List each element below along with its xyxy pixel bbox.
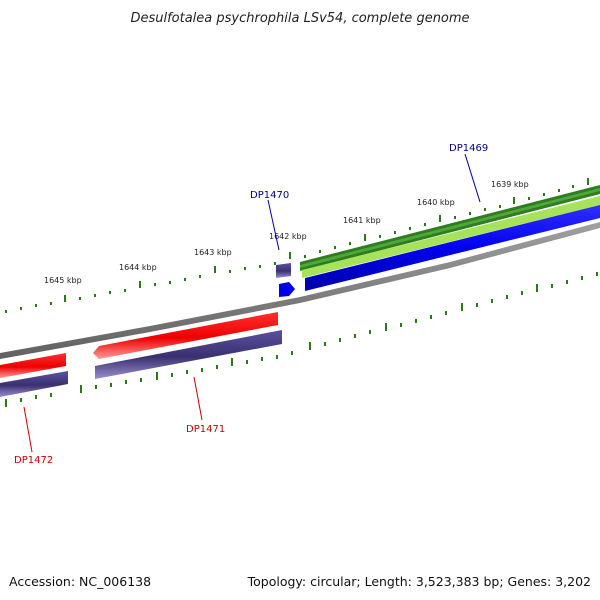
forward-feature-tracks: [276, 185, 600, 297]
gene-bar-dp1472: [0, 371, 68, 397]
label-leader-dp1469: [464, 153, 481, 203]
tick-label-1642: 1642 kbp: [269, 232, 307, 241]
tick-label-1641: 1641 kbp: [343, 216, 381, 225]
cds-forward-dp1470: [279, 282, 295, 297]
accession-text: Accession: NC_006138: [9, 574, 151, 589]
tick-label-1640: 1640 kbp: [417, 198, 455, 207]
tick-label-1639: 1639 kbp: [491, 180, 529, 189]
cds-reverse-dp1472: [0, 353, 66, 378]
cds-reverse-dp1471: [93, 312, 278, 359]
map-title: Desulfotalea psychrophila LSv54, complet…: [130, 11, 469, 26]
tick-labels: 1645 kbp 1644 kbp 1643 kbp 1642 kbp 1641…: [44, 180, 529, 285]
tick-label-1644: 1644 kbp: [119, 263, 157, 272]
label-leader-dp1470: [267, 199, 280, 251]
gene-bar-dp1470: [276, 263, 291, 278]
outer-tick-track: [5, 178, 589, 313]
gene-label-dp1471[interactable]: DP1471: [186, 424, 225, 435]
label-leader-dp1472: [23, 406, 33, 453]
gene-bar-dp1471: [95, 330, 282, 379]
feature-light-green: [302, 196, 600, 278]
genome-backbone: [0, 222, 600, 359]
tick-label-1645: 1645 kbp: [44, 276, 82, 285]
cds-forward-dp1469: [305, 205, 600, 291]
inner-tick-track: [5, 272, 598, 407]
gene-label-dp1470[interactable]: DP1470: [250, 190, 289, 201]
gene-label-dp1469[interactable]: DP1469: [449, 143, 488, 154]
label-leader-dp1471: [193, 376, 203, 421]
reverse-feature-tracks: [0, 312, 282, 397]
gene-label-dp1472[interactable]: DP1472: [14, 455, 53, 466]
genome-summary-text: Topology: circular; Length: 3,523,383 bp…: [247, 574, 591, 589]
feature-green-highlight: [300, 188, 600, 268]
gene-labels: DP1469 DP1470 DP1471 DP1472: [14, 143, 488, 466]
tick-label-1643: 1643 kbp: [194, 248, 232, 257]
